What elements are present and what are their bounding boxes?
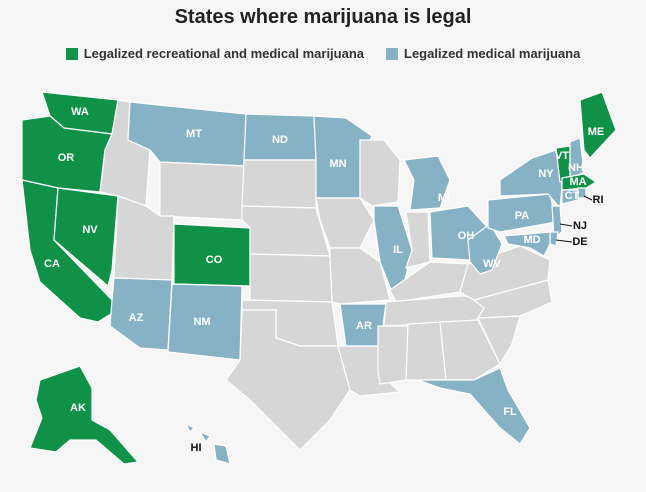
state-label-ct: CT (565, 190, 580, 202)
leader-line-ri (583, 195, 593, 201)
state-ak (29, 365, 140, 465)
state-ms (377, 325, 409, 385)
state-ma (561, 173, 598, 191)
state-ri (577, 187, 587, 199)
state-label-ak: AK (70, 402, 86, 414)
state-label-ma: MA (569, 176, 586, 188)
state-tx (225, 309, 351, 451)
legend-item-recreational: Legalized recreational and medical marij… (65, 46, 365, 61)
legend-label-medical: Legalized medical marijuana (404, 46, 581, 61)
state-label-nd: ND (272, 134, 288, 146)
state-label-az: AZ (129, 312, 144, 324)
state-label-il: IL (393, 244, 403, 256)
state-nj (551, 205, 563, 240)
legend: Legalized recreational and medical marij… (0, 46, 646, 61)
leader-line-de (555, 239, 573, 243)
state-label-mt: MT (186, 128, 202, 140)
state-al (405, 321, 447, 381)
state-mo (329, 247, 391, 305)
state-md (503, 231, 551, 257)
state-label-ar: AR (356, 320, 372, 332)
state-label-nm: NM (193, 316, 210, 328)
state-az (109, 277, 173, 351)
state-ny (499, 149, 563, 210)
state-label-vt: VT (555, 150, 569, 162)
state-label-nh: NH (568, 162, 584, 174)
state-label-pa: PA (515, 210, 530, 222)
state-label-hi: HI (191, 442, 202, 454)
state-label-fl: FL (503, 406, 517, 418)
state-me (579, 91, 617, 159)
state-in (405, 211, 431, 269)
state-label-mi: MI (438, 192, 450, 204)
legend-swatch-recreational (65, 47, 78, 60)
state-label-nj: NJ (573, 220, 587, 232)
legend-swatch-medical (386, 47, 399, 60)
state-label-co: CO (206, 254, 223, 266)
leader-line-nj (559, 223, 573, 227)
state-label-md: MD (523, 234, 540, 246)
state-label-nv: NV (82, 224, 98, 236)
state-wi (359, 139, 401, 207)
state-ct (561, 189, 579, 205)
state-fl (417, 367, 531, 445)
state-mi (403, 155, 451, 211)
legend-item-medical: Legalized medical marijuana (386, 46, 580, 61)
state-label-de: DE (572, 236, 587, 248)
state-ga (439, 319, 501, 381)
map-title: States where marijuana is legal (174, 6, 472, 28)
state-label-oh: OH (458, 230, 475, 242)
state-label-me: ME (588, 126, 605, 138)
state-wy (159, 161, 245, 221)
state-label-ri: RI (593, 194, 604, 206)
state-sd (241, 159, 317, 209)
state-nv (53, 187, 119, 288)
state-pa (487, 193, 557, 233)
state-de (549, 231, 559, 247)
state-label-ca: CA (44, 258, 60, 270)
state-label-mn: MN (329, 158, 346, 170)
state-label-or: OR (58, 152, 75, 164)
state-label-wa: WA (71, 106, 89, 118)
state-ks (249, 253, 333, 303)
state-label-wv: WV (483, 258, 501, 270)
state-hi (184, 422, 231, 465)
legend-label-recreational: Legalized recreational and medical marij… (83, 46, 365, 61)
state-ne (241, 205, 331, 257)
state-label-ny: NY (538, 168, 554, 180)
